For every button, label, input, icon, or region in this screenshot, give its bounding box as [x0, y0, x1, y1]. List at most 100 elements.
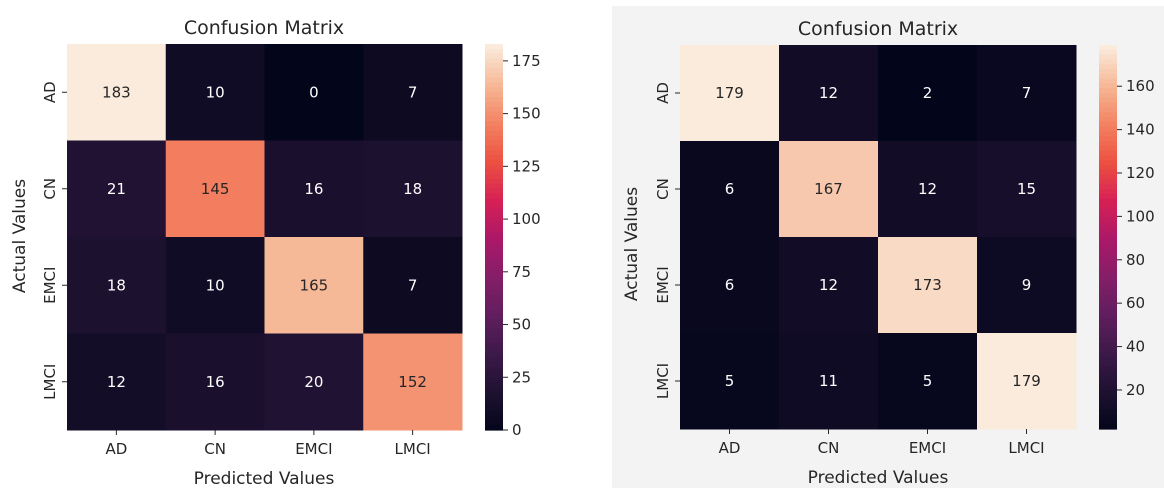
heatmap-cell [67, 237, 167, 334]
cell-value-label: 12 [107, 373, 126, 391]
colorbar-tick-label: 150 [512, 105, 541, 123]
colorbar-segment [1099, 256, 1117, 262]
colorbar-segment [1099, 285, 1117, 291]
chart-left-colorbar: 0 25 50 75 100 125 150 175 [485, 44, 541, 439]
cell-value-label: 7 [1022, 84, 1032, 102]
colorbar-segment [1099, 49, 1117, 56]
x-tick-label: EMCI [909, 439, 946, 457]
colorbar-segment [485, 241, 503, 248]
y-tick-label: AD [41, 81, 59, 103]
cell-value-label: 0 [309, 83, 319, 101]
colorbar-segment [485, 116, 503, 122]
cell-value-label: 16 [304, 180, 323, 198]
heatmap-cell [67, 140, 167, 238]
colorbar-tick-label: 100 [512, 210, 541, 228]
colorbar-segment [1099, 208, 1117, 214]
cell-value-label: 15 [1017, 180, 1036, 198]
colorbar-tick-label: 60 [1126, 294, 1145, 312]
cell-value-label: 145 [201, 180, 230, 198]
colorbar-segment [1099, 414, 1117, 420]
colorbar-segment [485, 275, 503, 282]
heatmap-cell [363, 333, 463, 431]
colorbar-tick-label: 120 [1126, 164, 1155, 182]
chart-right-xlabel: Predicted Values [808, 468, 949, 488]
colorbar-segment [1099, 213, 1117, 219]
chart-right-cells: 179 12 2 7 6 167 12 15 6 12 173 9 5 11 5 179 [680, 45, 1077, 430]
colorbar-segment [485, 198, 503, 204]
colorbar-segment [485, 333, 503, 339]
cell-value-label: 16 [206, 373, 225, 391]
heatmap-cell [165, 237, 265, 334]
colorbar-segment [1099, 390, 1117, 396]
colorbar-segment [485, 256, 503, 262]
colorbar-segment [1099, 217, 1117, 224]
colorbar-segment [1099, 45, 1117, 51]
colorbar-segment [485, 338, 503, 344]
colorbar-segment [1099, 381, 1117, 387]
cell-value-label: 167 [814, 180, 843, 198]
colorbar-tick-label: 140 [1126, 121, 1155, 139]
colorbar-segment [1099, 155, 1117, 161]
heatmap-cell [779, 237, 879, 334]
cell-value-label: 173 [913, 276, 942, 294]
colorbar-segment [485, 294, 503, 301]
colorbar-segment [485, 343, 503, 349]
colorbar-tick-label: 75 [512, 263, 531, 281]
colorbar-segment [1099, 261, 1117, 267]
heatmap-cell [878, 141, 978, 238]
colorbar-segment [485, 319, 503, 325]
colorbar-segment [485, 126, 503, 132]
heatmap-cell [977, 237, 1077, 334]
heatmap-cell [977, 333, 1077, 430]
cell-value-label: 6 [725, 276, 735, 294]
colorbar-segment [1099, 241, 1117, 248]
colorbar-segment [485, 347, 503, 354]
colorbar-segment [485, 328, 503, 335]
colorbar-tick-label: 100 [1126, 207, 1155, 225]
colorbar-segment [485, 169, 503, 175]
colorbar-segment [485, 58, 503, 64]
colorbar-tick-label: 160 [1126, 77, 1155, 95]
colorbar-segment [1099, 73, 1117, 80]
colorbar-segment [1099, 174, 1117, 180]
colorbar-segment [485, 101, 503, 108]
heatmap-cell [363, 237, 463, 334]
cell-value-label: 7 [408, 83, 418, 101]
colorbar-segment [1099, 275, 1117, 281]
colorbar-segment [1099, 385, 1117, 392]
colorbar-segment [1099, 169, 1117, 176]
colorbar-segment [485, 53, 503, 60]
heatmap-cell [264, 237, 364, 334]
colorbar-segment [485, 145, 503, 151]
colorbar-segment [485, 203, 503, 209]
colorbar-segment [485, 299, 503, 306]
colorbar-segment [1099, 304, 1117, 310]
chart-left-title: Confusion Matrix [184, 17, 344, 39]
colorbar-segment [485, 401, 503, 407]
colorbar-segment [485, 72, 503, 79]
heatmap-cell [165, 333, 265, 431]
colorbar-segment [1099, 357, 1117, 363]
chart-right-axes: AD CN EMCI LMCI AD CN EMCI LMCI [654, 82, 1045, 457]
colorbar-tick-label: 50 [512, 316, 531, 334]
colorbar-segment [1099, 333, 1117, 339]
colorbar-segment [1099, 179, 1117, 185]
colorbar-segment [485, 280, 503, 286]
colorbar-segment [1099, 405, 1117, 411]
colorbar-segment [485, 405, 503, 412]
y-tick-label: LMCI [654, 363, 672, 399]
heatmap-cell [67, 44, 167, 141]
cell-value-label: 152 [398, 373, 427, 391]
colorbar-segment [1099, 313, 1117, 320]
colorbar-segment [485, 237, 503, 243]
colorbar-segment [485, 391, 503, 397]
colorbar-segment [1099, 352, 1117, 358]
colorbar-segment [485, 121, 503, 127]
colorbar-segment [485, 372, 503, 378]
colorbar-segment [485, 193, 503, 199]
heatmap-cell [264, 140, 364, 238]
colorbar-segment [485, 232, 503, 238]
x-tick-label: EMCI [295, 440, 332, 458]
cell-value-label: 20 [304, 373, 323, 391]
cell-value-label: 5 [725, 372, 735, 390]
